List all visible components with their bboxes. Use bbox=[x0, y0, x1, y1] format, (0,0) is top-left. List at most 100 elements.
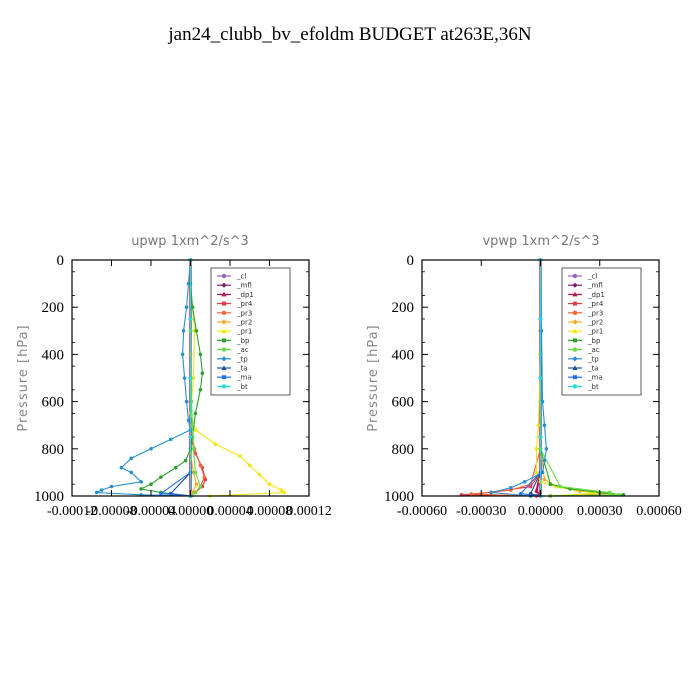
legend-item: _ma bbox=[217, 374, 252, 382]
x-tick-label: -0.00008 bbox=[86, 504, 136, 519]
legend-item: _pr1 bbox=[217, 328, 252, 336]
series-point-tp bbox=[489, 490, 493, 495]
legend-item: _pr3 bbox=[568, 309, 603, 317]
series-point-tp bbox=[186, 281, 191, 286]
legend-label: _pr2 bbox=[236, 319, 252, 327]
legend-item: _bp bbox=[568, 337, 601, 345]
series-point-pr1 bbox=[536, 423, 541, 428]
series-point-tp bbox=[168, 437, 173, 442]
legend-marker bbox=[572, 310, 578, 315]
series-point-tp bbox=[542, 458, 547, 463]
series-point-pr1 bbox=[213, 442, 217, 446]
series-point-bp bbox=[193, 411, 198, 416]
x-tick-label: 0.00060 bbox=[636, 504, 682, 519]
series-point-pr2 bbox=[194, 482, 199, 487]
plot-area: 0 200 400 600 800 1000-0.00060 -0.00030 0.00000… bbox=[384, 253, 682, 519]
series-point-pr1 bbox=[282, 490, 287, 495]
panel-title: upwp 1xm^2/s^3 bbox=[131, 234, 249, 249]
series-point-tp bbox=[109, 484, 114, 489]
legend-marker bbox=[572, 282, 578, 288]
legend-label: _ta bbox=[587, 365, 599, 373]
legend: _cl_mfl_dp1_pr4_pr3_pr2_pr1_bp_ac_tp_ta_… bbox=[210, 267, 291, 396]
series-point-pr1 bbox=[279, 488, 284, 492]
x-tick-label: 0.00004 bbox=[207, 504, 253, 519]
series-point-tp bbox=[129, 470, 134, 475]
y-tick-label: 0 bbox=[57, 253, 65, 269]
legend-item: _bp bbox=[217, 337, 250, 345]
series-point-tp bbox=[181, 329, 186, 333]
legend-item: _ta bbox=[217, 365, 248, 373]
series-line-tp bbox=[490, 259, 547, 497]
series-point-bp bbox=[194, 329, 199, 333]
series-point-bp bbox=[548, 482, 553, 487]
series-point-bp bbox=[198, 352, 203, 357]
y-tick-label: 200 bbox=[392, 300, 415, 316]
legend-label: _mfl bbox=[587, 282, 603, 290]
legend-item: _pr1 bbox=[568, 328, 603, 336]
legend-label: _tp bbox=[587, 355, 599, 363]
legend-item: _dp1 bbox=[217, 291, 254, 299]
series-point-tp bbox=[129, 456, 134, 461]
series-point-tp bbox=[509, 485, 513, 490]
legend-marker bbox=[221, 365, 227, 370]
series-point-tp bbox=[119, 465, 124, 470]
series-point-pr1 bbox=[191, 376, 196, 380]
legend-marker bbox=[222, 301, 226, 306]
y-tick-label: 1000 bbox=[34, 489, 64, 505]
legend-item: _ma bbox=[568, 374, 603, 382]
series-point-ma bbox=[518, 491, 523, 496]
series-line-pr4 bbox=[461, 260, 542, 497]
legend-label: _ac bbox=[587, 346, 600, 354]
legend-label: _bp bbox=[236, 337, 250, 345]
series-point-tp bbox=[544, 447, 549, 451]
legend-item: _tp bbox=[568, 355, 599, 363]
series-point-pr1 bbox=[257, 472, 262, 477]
series-point-pr1 bbox=[534, 447, 539, 451]
legend: _cl_mfl_dp1_pr4_pr3_pr2_pr1_bp_ac_tp_ta_… bbox=[561, 267, 642, 396]
legend-item: _pr3 bbox=[217, 309, 252, 317]
legend-label: _tp bbox=[236, 355, 248, 363]
series-point-tp bbox=[186, 418, 191, 423]
series-point-bp bbox=[190, 305, 195, 310]
figure-title: jan24_clubb_bv_efoldm BUDGET at263E,36N bbox=[167, 24, 532, 45]
legend-marker bbox=[572, 273, 578, 279]
legend-item: _bt bbox=[568, 383, 599, 391]
series-point-tp bbox=[184, 399, 189, 404]
series-point-pr3 bbox=[198, 463, 203, 468]
legend-marker bbox=[572, 291, 578, 297]
y-tick-label: 800 bbox=[42, 442, 65, 458]
legend-label: _ma bbox=[587, 374, 603, 382]
x-tick-label: 0.00030 bbox=[577, 504, 623, 519]
legend-marker bbox=[573, 301, 577, 306]
series-point-pr1 bbox=[534, 470, 539, 475]
legend-item: _pr2 bbox=[217, 319, 252, 327]
y-tick-label: 400 bbox=[42, 347, 65, 363]
panel-title: vpwp 1xm^2/s^3 bbox=[482, 234, 599, 249]
legend-marker bbox=[221, 356, 227, 362]
legend-item: _dp1 bbox=[568, 291, 605, 299]
legend-marker bbox=[221, 347, 227, 352]
series-point-bp bbox=[149, 482, 153, 487]
series-point-tp bbox=[99, 488, 104, 492]
legend-marker bbox=[572, 365, 578, 370]
legend-item: _ac bbox=[568, 346, 600, 354]
y-tick-label: 800 bbox=[392, 442, 415, 458]
legend-label: _cl bbox=[587, 273, 597, 281]
y-axis-label: Pressure [hPa] bbox=[366, 324, 381, 431]
series-point-tp bbox=[522, 480, 527, 484]
series-point-pr3 bbox=[469, 492, 474, 496]
y-tick-label: 0 bbox=[407, 253, 415, 269]
legend-marker bbox=[572, 356, 578, 362]
legend-label: _pr2 bbox=[587, 319, 603, 327]
series-point-bp bbox=[200, 371, 205, 376]
legend-label: _bp bbox=[587, 337, 601, 345]
series-point-tp bbox=[184, 305, 189, 310]
legend-label: _dp1 bbox=[236, 291, 254, 299]
legend-item: _pr2 bbox=[568, 319, 603, 327]
legend-marker bbox=[222, 375, 226, 380]
legend-label: _dp1 bbox=[587, 291, 605, 299]
legend-marker bbox=[573, 375, 577, 380]
x-tick-label: 0.00000 bbox=[168, 504, 214, 519]
series-point-bp bbox=[198, 388, 203, 392]
plot-area: 0 200 400 600 800 1000-0.00012-0.00008-0.0000… bbox=[34, 253, 332, 519]
